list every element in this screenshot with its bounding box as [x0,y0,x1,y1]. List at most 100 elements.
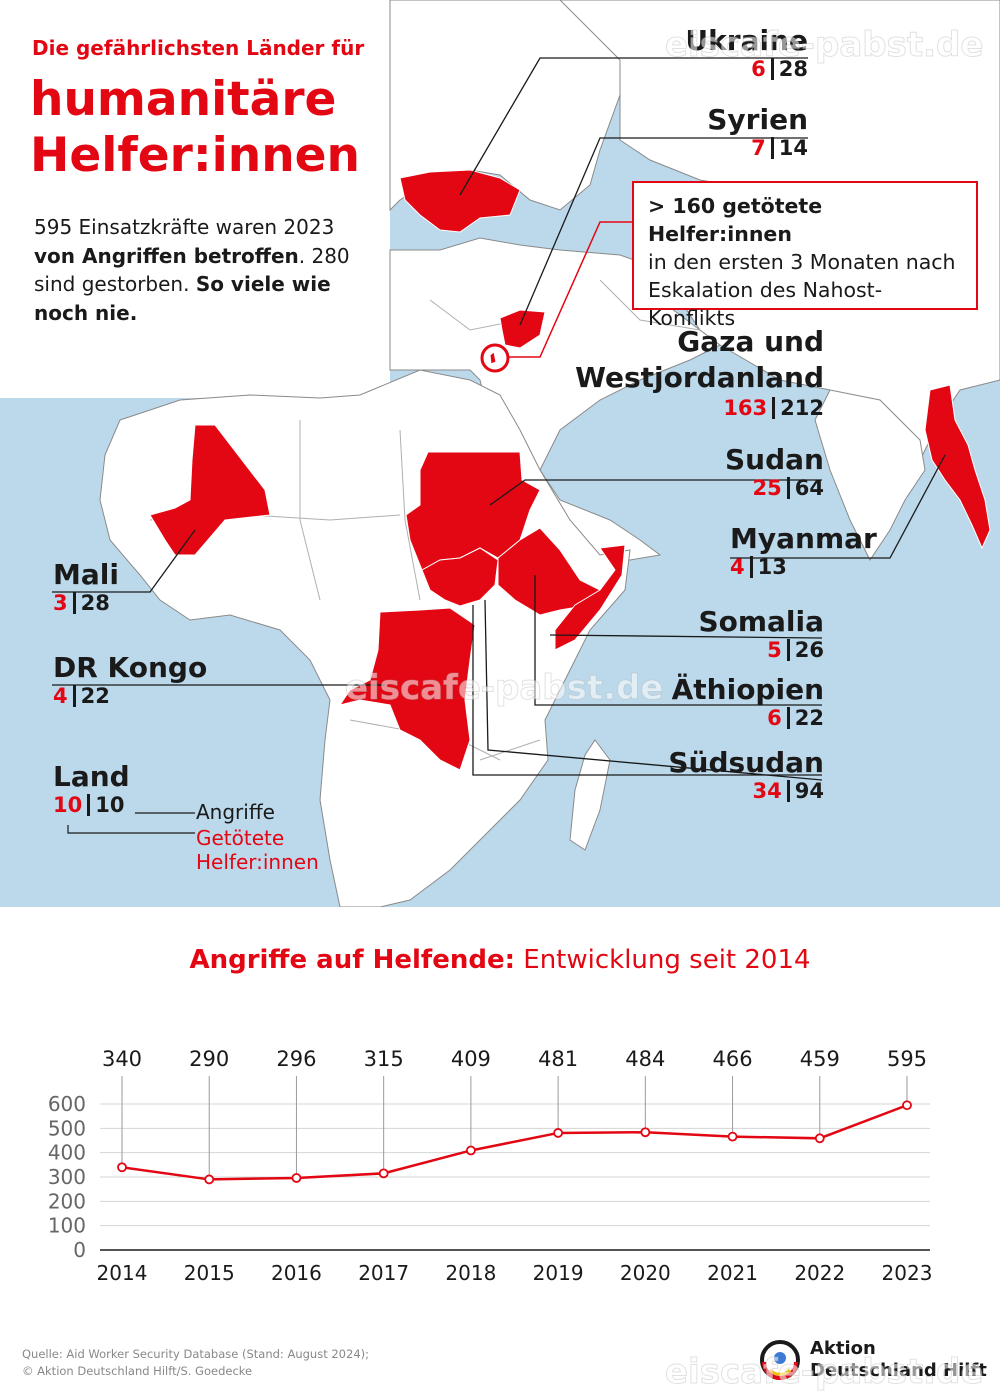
data-point [117,1162,127,1173]
data-label: 459 [800,1047,840,1071]
nahost-callout: > 160 getötete Helfer:innen in den erste… [632,181,978,330]
country-label-suedsudan: Südsudan 34 94 [668,746,824,803]
country-name: Mali [53,558,119,591]
data-point [465,1145,476,1156]
country-name: Syrien [707,103,808,136]
country-stats: 7 14 [707,136,808,160]
attack-count: 13 [757,555,787,579]
killed-count: 4 [730,555,745,579]
x-tick-label: 2019 [533,1261,584,1285]
map-of-dangerous-countries [0,0,1000,907]
legend-stats: 10 10 [53,793,130,817]
country-label-drkongo: DR Kongo 4 22 [53,651,207,708]
country-name: Südsudan [668,746,824,779]
data-label: 409 [451,1047,491,1071]
legend-attacks-label: Angriffe [196,800,275,824]
gaza-highlight-circle [480,343,510,373]
data-point [640,1127,651,1138]
data-label: 315 [364,1047,404,1071]
source-line-2: © Aktion Deutschland Hilft/S. Goedecke [22,1364,253,1378]
country-shape-ukraine [399,169,521,233]
killed-count: 4 [53,684,68,708]
legend-title: Land [53,760,130,793]
killed-count: 6 [767,706,782,730]
attack-count: 94 [794,779,824,803]
x-tick-label: 2017 [358,1261,409,1285]
country-shape-somalia [554,544,626,651]
data-label: 296 [276,1047,316,1071]
y-tick-label: 500 [48,1116,86,1140]
country-name: Äthiopien [671,673,824,706]
country-name: Sudan [725,443,824,476]
attack-count: 28 [778,57,808,81]
data-point [814,1133,825,1144]
intro-bold-2: So viele wie noch nie. [34,272,331,325]
chart-title-bold: Angriffe auf Helfende: [189,945,515,975]
source-line-1: Quelle: Aid Worker Security Database (St… [22,1347,369,1361]
madagascar [569,739,611,851]
country-stats: 6 28 [685,57,808,81]
country-stats: 6 22 [672,706,824,730]
y-tick-label: 200 [48,1189,86,1213]
y-tick-label: 300 [48,1165,86,1189]
data-label: 466 [713,1047,753,1071]
country-shape-drkongo [338,607,476,771]
country-name: Somalia [698,605,824,638]
country-stats: 5 26 [698,638,824,662]
brand-line-1: Aktion [810,1338,876,1359]
country-stats: 3 28 [53,591,119,615]
watermark: eiscafe-pabst.de [344,668,664,709]
killed-count: 34 [752,779,782,803]
killed-count: 7 [751,136,766,160]
country-shape-suedsudan [421,547,499,607]
country-shape-syrien [499,309,546,349]
country-name: Myanmar [730,522,877,555]
x-tick-label: 2016 [271,1261,322,1285]
killed-count: 6 [751,57,766,81]
country-label-gaza: Gaza und Westjordanland 163 212 [554,324,824,420]
data-point [204,1174,215,1185]
x-tick-label: 2021 [707,1261,758,1285]
y-tick-label: 0 [73,1238,86,1262]
attack-count: 14 [778,136,808,160]
country-stats: 25 64 [725,476,824,500]
country-stats: 34 94 [668,779,824,803]
header-subtitle: Die gefährlichsten Länder für [32,36,365,60]
leader-lines [52,57,946,781]
country-name: Ukraine [685,24,808,57]
legend-attack-value: 10 [95,793,125,817]
killed-count: 3 [53,591,68,615]
chart-title-normal: Entwicklung seit 2014 [515,945,811,975]
data-point [902,1100,912,1111]
data-label: 595 [887,1047,927,1071]
intro-part-2: . 280 sind gestorben. [34,243,350,297]
country-stats: 163 212 [554,396,824,420]
callout-text: in den ersten 3 Monaten nach Eskalation … [648,250,956,330]
header-panel [0,0,390,398]
country-stats: 4 22 [53,684,207,708]
attack-count: 22 [794,706,824,730]
watermark: eiscafe-pabst.de [664,25,984,66]
data-label: 290 [189,1047,229,1071]
aktion-deutschland-hilft-logo [760,1340,800,1380]
x-tick-label: 2020 [620,1261,671,1285]
series-line [121,1104,908,1181]
country-shape-mali [149,424,271,556]
y-tick-label: 600 [48,1092,86,1116]
y-tick-label: 100 [48,1214,86,1238]
source-note: Quelle: Aid Worker Security Database (St… [22,1346,369,1380]
data-label: 484 [625,1047,665,1071]
attack-count: 28 [80,591,110,615]
intro-bold-1: von Angriffen betroffen [34,243,299,268]
brand-line-2: Deutschland Hilft [810,1360,987,1381]
killed-count: 25 [752,476,782,500]
x-tick-label: 2018 [445,1261,496,1285]
legend-killed-value: 10 [53,793,83,817]
country-shape-gaza [489,351,497,365]
country-label-syrien: Syrien 7 14 [707,103,808,160]
y-tick-label: 400 [48,1141,86,1165]
country-label-sudan: Sudan 25 64 [725,443,824,500]
country-name: Gaza und Westjordanland [575,325,824,394]
brand-name: Aktion Deutschland Hilft [810,1338,987,1382]
country-name: DR Kongo [53,651,208,684]
